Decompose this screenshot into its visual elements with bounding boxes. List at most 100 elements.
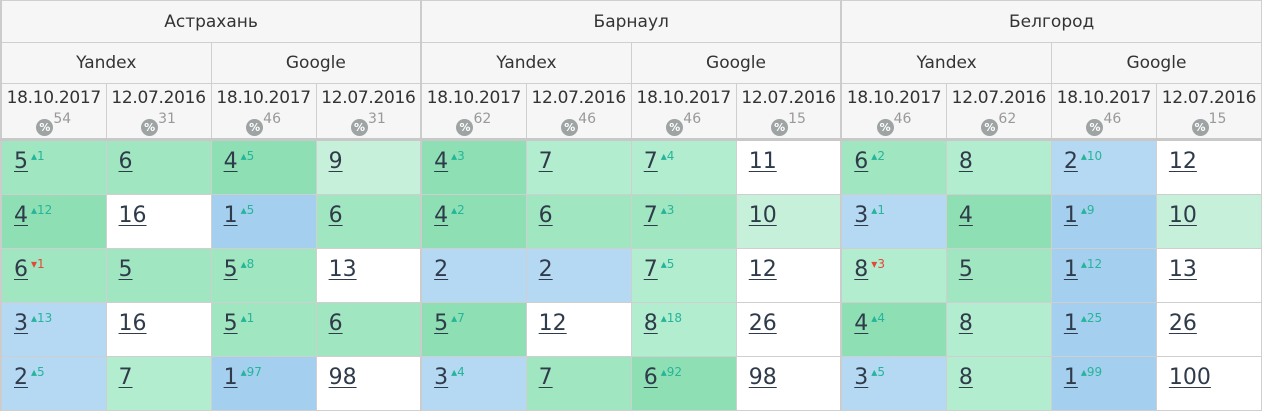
- change-value: 5: [877, 365, 885, 379]
- position-link[interactable]: 2: [434, 257, 449, 282]
- position-link[interactable]: 1: [1063, 311, 1078, 336]
- position-link[interactable]: 5: [958, 257, 973, 282]
- position-link[interactable]: 26: [1168, 311, 1197, 336]
- position-link[interactable]: 8: [854, 257, 869, 282]
- position-link[interactable]: 6: [328, 311, 343, 336]
- triangle-up-icon: ▴: [451, 311, 458, 325]
- percent-indicator: %31: [350, 111, 386, 136]
- position-link[interactable]: 7: [643, 149, 658, 174]
- position-cell: 12: [525, 302, 632, 357]
- position-link[interactable]: 6: [14, 257, 28, 282]
- percent-value: 15: [788, 111, 806, 127]
- position-link[interactable]: 5: [14, 149, 28, 174]
- position-link[interactable]: 7: [538, 365, 553, 390]
- change-value: 13: [37, 311, 53, 325]
- position-link[interactable]: 6: [328, 203, 343, 228]
- position-link[interactable]: 9: [328, 149, 343, 174]
- triangle-up-icon: ▴: [871, 203, 878, 217]
- position-link[interactable]: 7: [643, 203, 658, 228]
- position-link[interactable]: 11: [748, 149, 777, 174]
- position-link[interactable]: 4: [434, 203, 449, 228]
- position-link[interactable]: 8: [958, 311, 973, 336]
- position-link[interactable]: 5: [223, 311, 238, 336]
- position-change: ▴9: [1081, 203, 1095, 217]
- percent-indicator: %46: [561, 111, 596, 136]
- date-label: 12.07.2016: [531, 88, 627, 108]
- position-link[interactable]: 1: [1063, 365, 1078, 390]
- position-cell: 4 ▴5: [210, 138, 317, 195]
- position-cell: 26: [1155, 302, 1263, 357]
- triangle-down-icon: ▾: [871, 257, 878, 271]
- position-link[interactable]: 6: [854, 149, 869, 174]
- position-link[interactable]: 4: [14, 203, 28, 228]
- percent-indicator: %46: [666, 111, 701, 136]
- position-link[interactable]: 98: [328, 365, 357, 390]
- position-link[interactable]: 2: [1063, 149, 1078, 174]
- position-cell: 4 ▴3: [420, 138, 527, 195]
- position-link[interactable]: 10: [1168, 203, 1197, 228]
- position-cell: 11: [735, 138, 842, 195]
- position-link[interactable]: 5: [434, 311, 449, 336]
- position-link[interactable]: 7: [118, 365, 133, 390]
- position-change: ▾1: [31, 257, 45, 271]
- position-link[interactable]: 12: [1168, 149, 1197, 174]
- position-cell: 5 ▴1: [210, 302, 317, 357]
- position-link[interactable]: 8: [643, 311, 658, 336]
- position-link[interactable]: 8: [958, 365, 973, 390]
- position-link[interactable]: 5: [118, 257, 133, 282]
- position-change: ▴1: [871, 203, 885, 217]
- position-link[interactable]: 2: [538, 257, 553, 282]
- position-cell: 1 ▴5: [210, 194, 317, 249]
- position-link[interactable]: 16: [118, 203, 147, 228]
- position-link[interactable]: 7: [643, 257, 658, 282]
- position-link[interactable]: 1: [1063, 203, 1078, 228]
- position-link[interactable]: 3: [854, 203, 869, 228]
- position-link[interactable]: 8: [958, 149, 973, 174]
- position-link[interactable]: 4: [434, 149, 449, 174]
- position-link[interactable]: 10: [748, 203, 777, 228]
- position-link[interactable]: 12: [748, 257, 777, 282]
- percent-indicator: %46: [1086, 111, 1121, 136]
- percent-icon: %: [666, 119, 684, 136]
- percent-value: 46: [893, 111, 912, 127]
- date-header: 12.07.2016 %31: [105, 83, 212, 140]
- position-link[interactable]: 5: [223, 257, 238, 282]
- position-cell: 12: [1155, 138, 1263, 195]
- position-cell: 7 ▴5: [630, 248, 737, 303]
- percent-icon: %: [36, 119, 54, 136]
- position-link[interactable]: 4: [958, 203, 973, 228]
- position-link[interactable]: 3: [434, 365, 449, 390]
- triangle-up-icon: ▴: [660, 203, 667, 217]
- position-link[interactable]: 1: [223, 203, 238, 228]
- position-link[interactable]: 2: [14, 365, 28, 390]
- position-change: ▴18: [661, 311, 682, 325]
- position-link[interactable]: 26: [748, 311, 777, 336]
- position-link[interactable]: 16: [118, 311, 147, 336]
- position-link[interactable]: 6: [538, 203, 553, 228]
- position-change: ▴5: [661, 257, 675, 271]
- engine-header-row: Yandex Google Yandex Google Yandex Google: [0, 42, 1263, 84]
- position-link[interactable]: 13: [328, 257, 357, 282]
- position-link[interactable]: 3: [854, 365, 869, 390]
- position-link[interactable]: 3: [14, 311, 28, 336]
- position-link[interactable]: 1: [223, 365, 238, 390]
- position-link[interactable]: 13: [1168, 257, 1197, 282]
- position-change: ▴99: [1081, 365, 1102, 379]
- position-link[interactable]: 12: [538, 311, 567, 336]
- percent-indicator: %46: [876, 111, 912, 136]
- position-link[interactable]: 7: [538, 149, 553, 174]
- position-link[interactable]: 4: [223, 149, 238, 174]
- position-link[interactable]: 6: [643, 365, 658, 390]
- position-change: ▴10: [1081, 149, 1102, 163]
- table-row: 2 ▴5 7 1 ▴97 98 3 ▴4 7 6 ▴92 98 3 ▴5 8 1 ▴99 100: [0, 356, 1263, 411]
- position-cell: 6 ▴2: [840, 138, 947, 195]
- position-link[interactable]: 98: [748, 365, 777, 390]
- position-link[interactable]: 6: [118, 149, 133, 174]
- position-link[interactable]: 100: [1168, 365, 1211, 390]
- change-value: 3: [666, 203, 675, 217]
- position-link[interactable]: 1: [1063, 257, 1078, 282]
- change-value: 3: [877, 257, 885, 271]
- position-cell: 16: [105, 194, 212, 249]
- position-link[interactable]: 4: [854, 311, 869, 336]
